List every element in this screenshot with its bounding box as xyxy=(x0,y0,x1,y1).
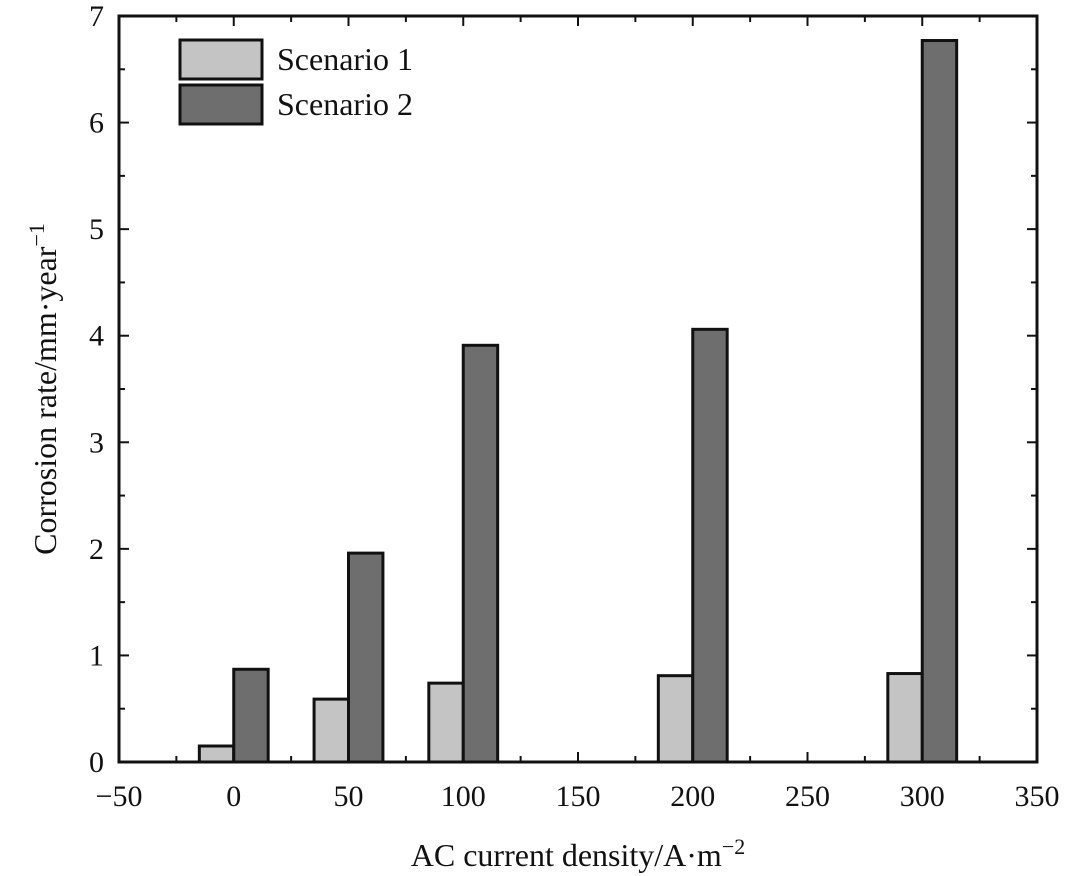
legend-swatch-scenario-1 xyxy=(178,38,264,81)
bar-2-200 xyxy=(691,327,729,764)
y-tick-label: 0 xyxy=(89,746,104,779)
bar-2-50 xyxy=(347,551,385,764)
y-axis-title-exponent: −1 xyxy=(24,223,49,246)
x-axis-title: AC current density/A·m−2 xyxy=(411,834,745,873)
x-tick-label: 300 xyxy=(900,780,945,813)
y-tick-label: 2 xyxy=(89,533,104,566)
axis-ticks xyxy=(118,15,1038,763)
x-tick-label: 250 xyxy=(785,780,830,813)
bar-1-100 xyxy=(427,681,465,764)
y-tick-label: 1 xyxy=(89,639,104,672)
bar-1-300 xyxy=(886,672,924,764)
x-axis-title-main: AC current density/A·m xyxy=(411,837,722,873)
y-tick-label: 3 xyxy=(89,426,104,459)
bar-2-0 xyxy=(232,667,270,764)
y-axis-title-main: Corrosion rate/mm·year xyxy=(27,246,63,555)
x-axis-title-exponent: −2 xyxy=(722,834,745,859)
legend: Scenario 1 Scenario 2 xyxy=(178,38,413,126)
bar-2-300 xyxy=(920,39,959,764)
bar-1-200 xyxy=(656,674,695,764)
x-tick-label: 100 xyxy=(441,780,486,813)
x-tick-label: 0 xyxy=(226,780,241,813)
x-tick-label: 50 xyxy=(334,780,364,813)
y-tick-label: 4 xyxy=(89,320,104,353)
plot-frame xyxy=(117,14,1039,764)
bar-1-0 xyxy=(197,744,236,764)
y-tick-label: 5 xyxy=(89,213,104,246)
bar-1-50 xyxy=(312,697,351,764)
legend-swatch-scenario-2 xyxy=(178,83,264,126)
legend-label-scenario-1: Scenario 1 xyxy=(277,41,413,77)
bars-layer xyxy=(197,39,959,764)
y-tick-label: 6 xyxy=(89,107,104,140)
x-tick-label: 350 xyxy=(1015,780,1060,813)
x-tick-label: 200 xyxy=(670,780,715,813)
y-tick-label: 7 xyxy=(89,0,104,33)
bar-2-100 xyxy=(461,343,500,764)
x-tick-label: −50 xyxy=(96,780,143,813)
x-tick-labels: −50 0 50 100 150 200 250 300 350 xyxy=(96,780,1060,813)
legend-label-scenario-2: Scenario 2 xyxy=(277,86,413,122)
y-axis-title: Corrosion rate/mm·year−1 xyxy=(24,223,63,555)
x-tick-label: 150 xyxy=(556,780,601,813)
y-tick-labels: 0 1 2 3 4 5 6 7 xyxy=(89,0,104,779)
